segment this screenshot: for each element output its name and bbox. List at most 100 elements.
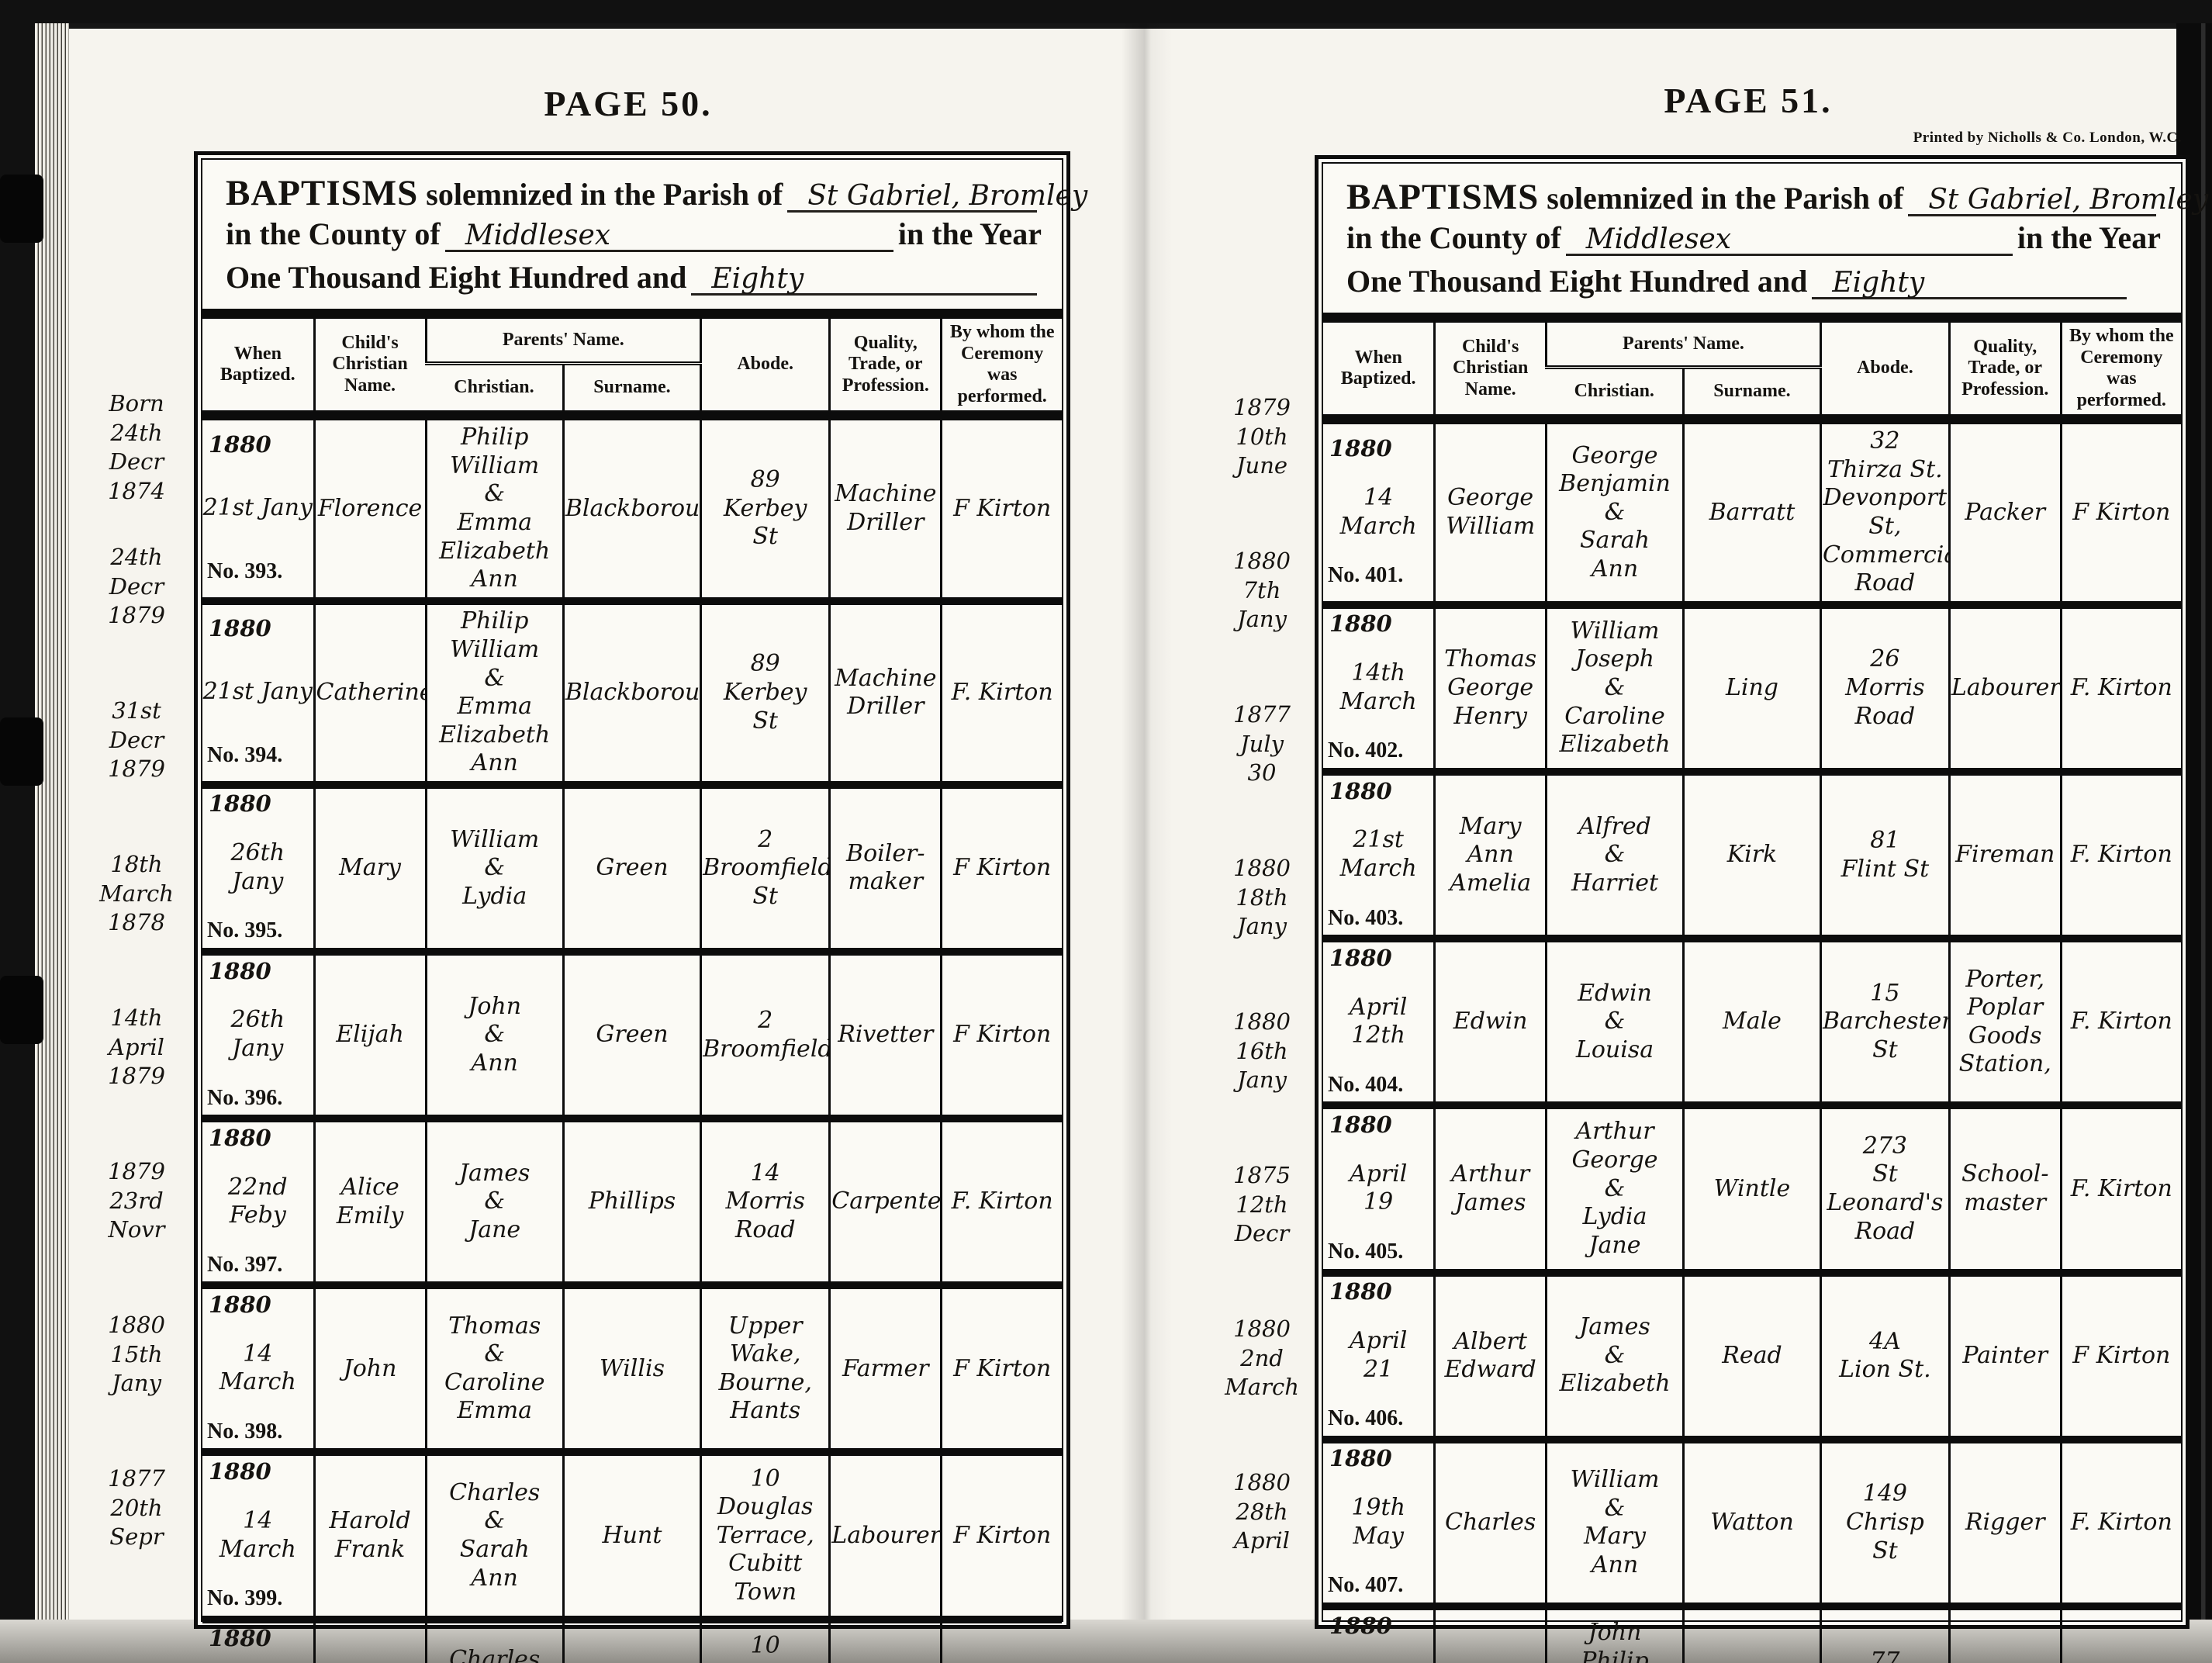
entry-date: April 21 xyxy=(1349,1327,1408,1383)
margin-notes-column: Born 24th Decr 1874 24th Decr 1879 31st … xyxy=(83,377,190,1606)
col-header-ceremony: By whom the Ceremony was performed. xyxy=(2059,323,2181,420)
margin-note: 1880 18th Jany xyxy=(1233,855,1291,940)
cell-parents-christian: William & Mary Ann xyxy=(1545,1439,1684,1606)
entry-number: No. 403. xyxy=(1328,905,1404,930)
baptisms-word: BAPTISMS xyxy=(1346,177,1540,217)
cell-surname: Ling xyxy=(1681,604,1821,772)
cell-surname: Blackborough xyxy=(562,415,701,601)
entry-number: No. 399. xyxy=(207,1586,283,1610)
cell-parents-christian: Thomas & Caroline Emma xyxy=(424,1285,564,1453)
cell-child-name: John xyxy=(313,1285,427,1453)
baptism-table: When Baptized. Child's Christian Name. P… xyxy=(202,319,1062,1663)
margin-note: 31st Decr 1879 xyxy=(108,697,165,783)
cell-profession: Machine Driller xyxy=(828,415,942,601)
register-heading: BAPTISMS solemnized in the Parish of St … xyxy=(1323,164,2208,323)
col-header-abode: Abode. xyxy=(700,319,830,416)
cell-child-name: Charles xyxy=(1433,1439,1547,1606)
entry-year: 1880 xyxy=(1329,777,1392,804)
col-header-parents: Parents' Name. xyxy=(1545,323,1821,369)
heading-line-year: One Thousand Eight Hundred and Eighty xyxy=(226,259,1042,303)
year-handwritten: Eighty xyxy=(1812,269,2127,299)
margin-notes-column: 1879 10th June 1880 7th Jany 1877 July 3… xyxy=(1215,381,1308,1609)
table-row: 1880 21st Jany No. 393. Florence Philip Wi… xyxy=(202,415,1062,601)
entry-year: 1880 xyxy=(1329,1445,1392,1472)
table-row: 1880 21st March No. 403. Mary Ann Amelia A… xyxy=(1323,771,2181,939)
heading-line-county: in the County of Middlesex in the Year xyxy=(226,216,1042,259)
cell-abode: 4A Lion St. xyxy=(1819,1272,1950,1440)
cell-parents-christian: Charles & Sarah Ann xyxy=(424,1452,564,1620)
entry-number: No. 393. xyxy=(207,559,283,583)
table-row: 1880 19th May No. 407. Charles William & M… xyxy=(1323,1439,2181,1606)
cell-when: 1880 21st Jany No. 393. xyxy=(202,416,314,601)
entry-date: 14 March xyxy=(202,1650,313,1663)
margin-note: 1880 16th Jany xyxy=(1233,1008,1291,1094)
cell-parents-christian: Charles & Sarah Ann xyxy=(424,1619,564,1663)
cell-when: 1880 April 19 No. 405. xyxy=(1323,1105,1435,1272)
cell-surname: Willis xyxy=(562,1285,701,1453)
baptism-table: When Baptized. Child's Christian Name. P… xyxy=(1323,323,2181,1663)
cell-parents-christian: William Joseph & Caroline Elizabeth xyxy=(1545,604,1684,772)
entry-number: No. 398. xyxy=(207,1419,283,1443)
margin-note: 1877 July 30 xyxy=(1233,701,1291,787)
page-title: PAGE 50. xyxy=(544,84,713,123)
cell-profession: Labourer xyxy=(828,1452,942,1620)
cell-surname: Fetter xyxy=(1681,1606,1821,1663)
entry-number: No. 405. xyxy=(1328,1239,1404,1264)
cell-surname: Phillips xyxy=(562,1118,701,1286)
margin-note: 1880 2nd March xyxy=(1225,1316,1299,1401)
cell-abode: 14 Morris Road xyxy=(700,1118,830,1286)
col-header-parents: Parents' Name. xyxy=(424,319,701,365)
cell-parents-christian: John Philip & Martha Elizabeth xyxy=(1545,1606,1684,1663)
cell-parents-christian: James & Jane xyxy=(424,1118,564,1286)
cell-child-name: Mary Ann Amelia xyxy=(1433,771,1547,939)
printer-imprint: Printed by Nicholls & Co. London, W.C. xyxy=(1913,130,2182,146)
entry-number: No. 407. xyxy=(1328,1573,1404,1598)
margin-note: 1879 10th June xyxy=(1233,394,1291,479)
entry-date: 14 March xyxy=(219,1506,296,1563)
table-row: 1880 22nd Feby No. 397. Alice Emily James … xyxy=(202,1118,1062,1286)
county-handwritten: Middlesex xyxy=(1565,226,2013,256)
cell-ceremony: F. Kirton xyxy=(2059,939,2181,1106)
cell-abode: 10 Douglas Terrace, Cubitt Town xyxy=(700,1452,830,1620)
entry-year: 1880 xyxy=(209,431,271,458)
entry-number: No. 397. xyxy=(207,1252,283,1277)
cell-parents-christian: Philip William & Emma Elizabeth Ann xyxy=(424,415,564,601)
cell-ceremony: F Kirton xyxy=(940,1285,1062,1453)
cell-child-name: Alice Emily xyxy=(313,1118,427,1286)
entry-number: No. 402. xyxy=(1328,738,1404,763)
cell-ceremony: F. Kirton xyxy=(940,1619,1062,1663)
cell-when: 1880 14 March No. 398. xyxy=(202,1285,314,1452)
cell-surname: Kirk xyxy=(1681,771,1821,939)
cell-abode: 15 Barchester St xyxy=(1819,939,1950,1106)
margin-note: 14th April 1879 xyxy=(108,1004,165,1090)
col-header-quality: Quality, Trade, or Profession. xyxy=(828,319,942,416)
col-header-abode: Abode. xyxy=(1819,323,1950,420)
cell-ceremony: F. Kirton xyxy=(2059,1439,2181,1606)
margin-note: 18th March 1878 xyxy=(99,851,174,936)
cell-profession: Fireman xyxy=(1948,771,2062,939)
entry-year: 1880 xyxy=(1329,944,1392,971)
cell-profession: Farmer xyxy=(828,1285,942,1453)
col-header-surname: Surname. xyxy=(1681,367,1821,420)
cell-profession: Labourer xyxy=(1948,604,2062,772)
cell-child-name: Arthur James xyxy=(1433,1105,1547,1273)
cell-parents-christian: John & Ann xyxy=(424,952,564,1119)
baptisms-word: BAPTISMS xyxy=(226,173,419,213)
solemnized-text: solemnized in the Parish of xyxy=(1547,181,1904,216)
cell-profession: Rivetter xyxy=(828,952,942,1119)
entry-date: 21st March xyxy=(1339,826,1417,883)
cell-parents-christian: Arthur George & Lydia Jane xyxy=(1545,1105,1684,1273)
cell-surname: Green xyxy=(562,784,701,953)
entry-date: 14 March xyxy=(219,1340,296,1396)
col-header-when: When Baptized. xyxy=(1340,347,1416,389)
year-line-text: One Thousand Eight Hundred and xyxy=(226,260,687,295)
year-label: in the Year xyxy=(897,216,1042,251)
table-row: 1880 14 March No. 398. John Thomas & Carol… xyxy=(202,1285,1062,1453)
county-label: in the County of xyxy=(226,216,441,251)
cell-abode: 32 Thirza St. Devonport St, Commercial R… xyxy=(1819,419,1950,605)
register-frame: BAPTISMS solemnized in the Parish of St … xyxy=(194,151,1087,1663)
